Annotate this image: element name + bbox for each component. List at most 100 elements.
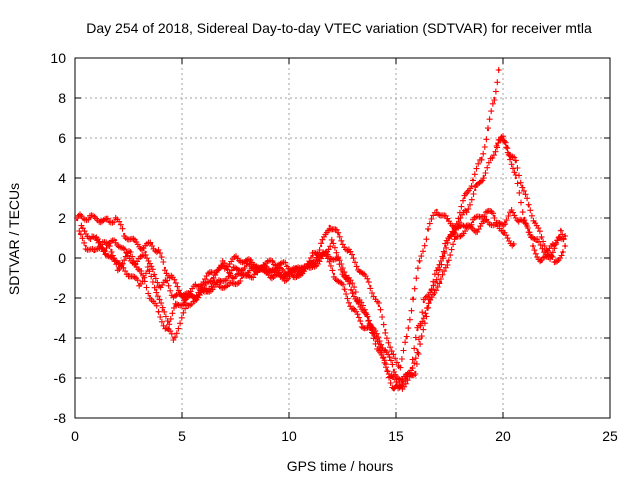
y-tick-labels: -8 -6 -4 -2 0 2 4 6 8 10: [50, 50, 66, 426]
data-point: [227, 284, 231, 288]
data-point: [501, 232, 505, 236]
data-point: [142, 246, 145, 250]
data-point: [236, 256, 239, 260]
data-point: [503, 220, 507, 224]
data-point: [84, 244, 87, 248]
data-point: [512, 242, 515, 246]
data-point: [414, 370, 417, 374]
data-point: [153, 274, 156, 278]
y-tick-label: 4: [58, 170, 66, 186]
data-point: [157, 250, 160, 254]
data-point: [563, 234, 567, 238]
data-point: [441, 254, 445, 258]
data-point: [90, 236, 94, 240]
data-point: [540, 236, 543, 240]
data-point: [465, 208, 468, 212]
data-point: [260, 264, 263, 268]
data-point: [409, 374, 413, 378]
y-tick-label: -4: [54, 330, 67, 346]
data-point: [533, 220, 537, 224]
data-point: [165, 328, 169, 332]
data-point: [422, 300, 425, 304]
data-point: [439, 280, 443, 284]
y-tick-label: -8: [54, 410, 67, 426]
data-point: [491, 156, 494, 160]
series-track-d: [93, 207, 566, 384]
data-point: [518, 218, 522, 222]
x-axis-label: GPS time / hours: [287, 458, 394, 474]
data-point: [384, 328, 387, 332]
data-point: [384, 348, 387, 352]
data-point: [375, 334, 378, 338]
data-point: [144, 250, 147, 254]
data-point: [78, 232, 81, 236]
data-point: [452, 228, 455, 232]
data-point: [332, 272, 336, 276]
data-point: [247, 270, 250, 274]
data-point: [159, 284, 162, 288]
data-point: [232, 268, 235, 272]
data-point: [416, 348, 419, 352]
data-point: [493, 96, 496, 100]
data-point: [172, 294, 175, 298]
data-point: [377, 304, 381, 308]
data-point: [150, 242, 154, 246]
data-point: [429, 288, 432, 292]
data-point: [418, 260, 421, 264]
plot-series: [74, 67, 569, 392]
data-point: [471, 220, 475, 224]
data-point: [133, 240, 137, 244]
x-tick-label: 15: [388, 428, 404, 444]
data-point: [279, 272, 282, 276]
data-point: [435, 208, 438, 212]
data-point: [328, 224, 331, 228]
data-point: [369, 284, 372, 288]
data-point: [285, 264, 289, 268]
data-point: [108, 220, 111, 224]
data-point: [163, 266, 167, 270]
data-point: [272, 260, 276, 264]
data-point: [527, 228, 530, 232]
data-point: [330, 240, 333, 244]
data-point: [495, 224, 498, 228]
data-point: [426, 228, 430, 232]
data-point: [266, 268, 269, 272]
data-point: [240, 276, 244, 280]
data-point: [347, 250, 351, 254]
data-point: [559, 228, 562, 232]
data-point: [411, 296, 415, 300]
data-point: [234, 276, 237, 280]
data-point: [446, 260, 449, 264]
data-point: [168, 320, 171, 324]
data-point: [319, 244, 323, 248]
data-point: [172, 336, 175, 340]
data-point: [114, 216, 117, 220]
data-point: [138, 282, 141, 286]
y-tick-label: 8: [58, 90, 66, 106]
data-point: [249, 260, 252, 264]
data-point: [116, 266, 120, 270]
data-point: [146, 268, 149, 272]
data-point: [486, 128, 490, 132]
data-point: [317, 258, 321, 262]
data-point: [454, 236, 458, 240]
data-point: [433, 288, 436, 292]
data-point: [95, 238, 98, 242]
data-point: [187, 302, 190, 306]
data-point: [210, 276, 214, 280]
data-point: [219, 280, 222, 284]
data-point: [174, 304, 177, 308]
data-point: [399, 364, 402, 368]
data-point: [123, 232, 126, 236]
data-point: [480, 156, 483, 160]
data-point: [386, 368, 389, 372]
data-point: [536, 240, 539, 244]
data-point: [435, 280, 438, 284]
data-point: [157, 310, 160, 314]
y-tick-label: 10: [50, 50, 66, 66]
data-point: [531, 244, 535, 248]
series-track-c: [78, 67, 502, 392]
data-point: [304, 266, 308, 270]
data-point: [459, 226, 462, 230]
